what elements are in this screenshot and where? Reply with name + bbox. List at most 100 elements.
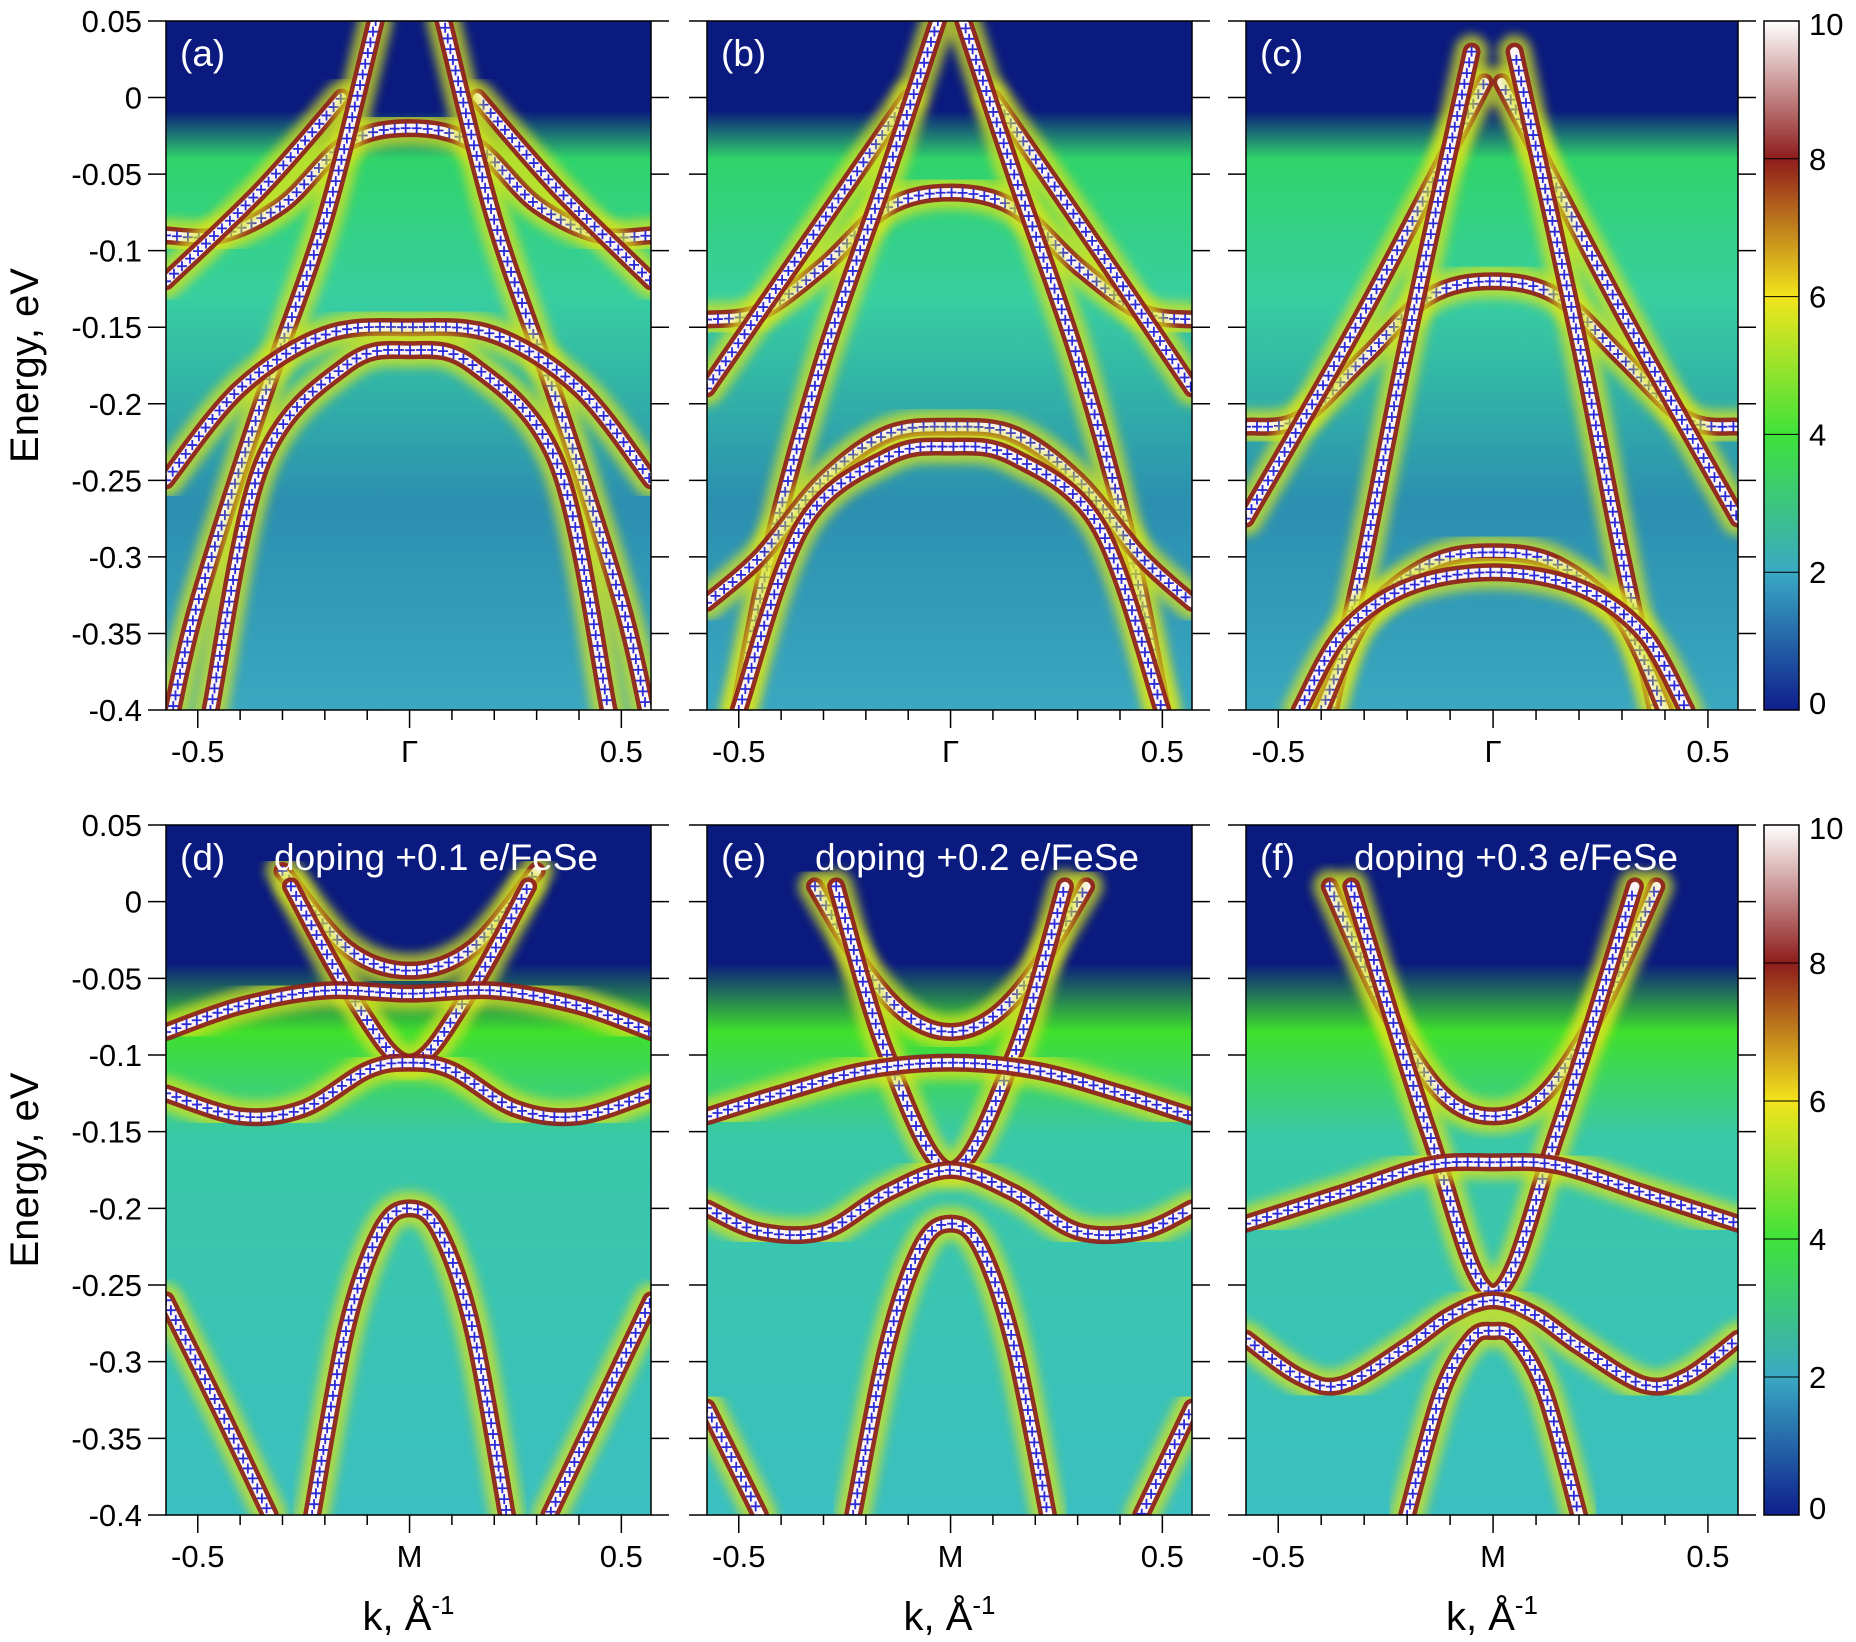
x-tick-label: Γ [1485, 734, 1502, 769]
x-axis-label: k, Å-1 [1446, 1590, 1538, 1639]
y-tick-label: -0.25 [71, 1268, 142, 1303]
y-tick-label: -0.3 [89, 540, 142, 575]
colorbar-tick-label: 2 [1809, 555, 1826, 590]
bands [166, 854, 651, 1515]
band-markers [1246, 1156, 1738, 1229]
panel-label: (f) [1260, 837, 1295, 878]
x-axis-label-text: k, Å [903, 1594, 972, 1639]
colorbar-tick-label: 6 [1809, 1084, 1826, 1119]
x-tick-label: -0.5 [1252, 1539, 1305, 1574]
colorbar-tick-label: 6 [1809, 280, 1826, 315]
x-tick-label: M [938, 1539, 964, 1574]
y-tick-label: -0.2 [89, 387, 142, 422]
bands [166, 21, 651, 710]
annotation: doping +0.1 e/FeSe [274, 837, 598, 878]
frame [706, 824, 1193, 1516]
y-tick-label: 0.05 [82, 808, 142, 843]
colorbar [1763, 824, 1800, 1516]
colorbar-tick-label: 10 [1809, 7, 1843, 42]
band-markers [168, 21, 651, 710]
x-axis-label: k, Å-1 [903, 1590, 995, 1639]
y-tick-label: -0.15 [71, 310, 142, 345]
y-axis-label: Energy, eV [3, 268, 47, 463]
x-tick-label: 0.5 [1141, 1539, 1184, 1574]
band-markers [307, 1203, 512, 1515]
y-tick-label: -0.35 [71, 1421, 142, 1456]
colorbar-tick-label: 8 [1809, 946, 1826, 981]
colorbar [1763, 20, 1800, 711]
band-markers [205, 344, 612, 710]
band-markers [707, 1057, 1192, 1122]
x-axis-label: k, Å-1 [362, 1590, 454, 1639]
x-tick-label: 0.5 [600, 734, 643, 769]
x-tick-label: -0.5 [712, 734, 765, 769]
colorbar-tick-label: 4 [1809, 1222, 1826, 1257]
band-markers [848, 1218, 1052, 1515]
panel-label: (b) [721, 33, 766, 74]
x-tick-label: -0.5 [171, 734, 224, 769]
y-tick-label: -0.35 [71, 616, 142, 651]
x-tick-label: -0.5 [171, 1539, 224, 1574]
y-tick-label: -0.05 [71, 961, 142, 996]
y-tick-label: -0.25 [71, 463, 142, 498]
bands [1246, 34, 1738, 710]
panel-label: (c) [1260, 33, 1303, 74]
y-tick-label: -0.05 [71, 157, 142, 192]
frame [1245, 20, 1739, 711]
x-tick-label: 0.5 [600, 1539, 643, 1574]
y-tick-label: -0.15 [71, 1115, 142, 1150]
y-tick-label: -0.2 [89, 1191, 142, 1226]
frame [165, 20, 652, 711]
colorbar-tick-label: 8 [1809, 142, 1826, 177]
band-markers [1294, 567, 1689, 710]
y-tick-label: 0.05 [82, 4, 142, 39]
frame [706, 20, 1193, 711]
x-tick-label: 0.5 [1686, 734, 1729, 769]
panel-label: (d) [180, 837, 225, 878]
heatmap-background [166, 825, 651, 1515]
band-markers [1402, 1325, 1582, 1515]
y-tick-label: -0.1 [89, 1038, 142, 1073]
bands [1246, 869, 1738, 1515]
y-tick-label: -0.4 [89, 1498, 142, 1533]
x-axis-label-sup: -1 [431, 1590, 454, 1620]
y-tick-label: -0.3 [89, 1345, 142, 1380]
colorbar-tick-label: 4 [1809, 417, 1826, 452]
x-axis-label-text: k, Å [362, 1594, 431, 1639]
frame [1245, 824, 1739, 1516]
colorbar-tick-label: 2 [1809, 1360, 1826, 1395]
frame [165, 824, 652, 1516]
x-tick-label: 0.5 [1141, 734, 1184, 769]
band-markers [166, 1295, 651, 1515]
band-markers [166, 1057, 651, 1123]
y-tick-label: 0 [125, 885, 142, 920]
annotation: doping +0.2 e/FeSe [815, 837, 1139, 878]
x-tick-label: M [1480, 1539, 1506, 1574]
band-markers [707, 1165, 1188, 1241]
x-axis-label-sup: -1 [972, 1590, 995, 1620]
bands [707, 21, 1192, 710]
band [707, 422, 1192, 608]
panel-label: (e) [721, 837, 766, 878]
band-markers [1246, 1295, 1737, 1392]
y-tick-label: 0 [125, 81, 142, 116]
annotation: doping +0.3 e/FeSe [1354, 837, 1678, 878]
y-tick-label: -0.4 [89, 693, 142, 728]
x-axis-label-sup: -1 [1515, 1590, 1538, 1620]
x-tick-label: Γ [401, 734, 418, 769]
bands [707, 869, 1192, 1515]
colorbar-tick-label: 0 [1809, 1491, 1826, 1526]
panel-label: (a) [180, 33, 225, 74]
colorbar-tick-label: 0 [1809, 686, 1826, 721]
x-tick-label: -0.5 [1252, 734, 1305, 769]
x-tick-label: 0.5 [1686, 1539, 1729, 1574]
band-markers [707, 1402, 1192, 1515]
y-axis-label: Energy, eV [3, 1072, 47, 1267]
x-axis-label-text: k, Å [1446, 1594, 1515, 1639]
band-markers [166, 321, 651, 486]
x-tick-label: Γ [942, 734, 959, 769]
x-tick-label: -0.5 [712, 1539, 765, 1574]
band-markers [166, 985, 651, 1037]
colorbar-tick-label: 10 [1809, 811, 1843, 846]
